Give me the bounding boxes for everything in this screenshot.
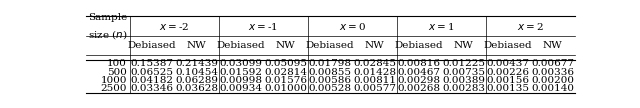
Text: 0.02814: 0.02814: [264, 68, 307, 76]
Text: $x = $0: $x = $0: [339, 21, 366, 32]
Text: 0.00577: 0.00577: [353, 84, 396, 93]
Text: 0.00677: 0.00677: [531, 59, 574, 68]
Text: 0.00298: 0.00298: [397, 76, 440, 85]
Text: 0.02845: 0.02845: [353, 59, 396, 68]
Text: $x = $1: $x = $1: [428, 21, 454, 32]
Text: 0.01428: 0.01428: [353, 68, 396, 76]
Text: $x = $2: $x = $2: [517, 21, 544, 32]
Text: 500: 500: [108, 68, 127, 76]
Text: 0.10454: 0.10454: [175, 68, 218, 76]
Text: 0.00528: 0.00528: [308, 84, 351, 93]
Text: Debiased: Debiased: [127, 41, 176, 50]
Text: 0.01798: 0.01798: [308, 59, 351, 68]
Text: 0.00389: 0.00389: [442, 76, 485, 85]
Text: 0.03099: 0.03099: [220, 59, 262, 68]
Text: 2500: 2500: [100, 84, 127, 93]
Text: Sample: Sample: [88, 14, 127, 22]
Text: 0.00816: 0.00816: [397, 59, 440, 68]
Text: NW: NW: [276, 41, 296, 50]
Text: Debiased: Debiased: [395, 41, 444, 50]
Text: 0.00855: 0.00855: [308, 68, 351, 76]
Text: 0.00268: 0.00268: [397, 84, 440, 93]
Text: 0.00586: 0.00586: [308, 76, 351, 85]
Text: 0.00226: 0.00226: [486, 68, 530, 76]
Text: 0.06289: 0.06289: [175, 76, 218, 85]
Text: 100: 100: [108, 59, 127, 68]
Text: 0.00811: 0.00811: [353, 76, 396, 85]
Text: 0.00135: 0.00135: [486, 84, 530, 93]
Text: 0.00437: 0.00437: [486, 59, 530, 68]
Text: 0.01592: 0.01592: [220, 68, 262, 76]
Text: NW: NW: [543, 41, 563, 50]
Text: 0.05095: 0.05095: [264, 59, 307, 68]
Text: NW: NW: [365, 41, 385, 50]
Text: 1000: 1000: [100, 76, 127, 85]
Text: 0.00735: 0.00735: [442, 68, 485, 76]
Text: 0.01000: 0.01000: [264, 84, 307, 93]
Text: 0.01576: 0.01576: [264, 76, 307, 85]
Text: 0.00998: 0.00998: [220, 76, 262, 85]
Text: 0.00467: 0.00467: [397, 68, 440, 76]
Text: 0.00934: 0.00934: [220, 84, 262, 93]
Text: 0.00140: 0.00140: [531, 84, 574, 93]
Text: 0.04182: 0.04182: [131, 76, 173, 85]
Text: 0.03628: 0.03628: [175, 84, 218, 93]
Text: 0.00283: 0.00283: [442, 84, 485, 93]
Text: Debiased: Debiased: [216, 41, 265, 50]
Text: NW: NW: [454, 41, 474, 50]
Text: 0.15387: 0.15387: [131, 59, 173, 68]
Text: $x = $-2: $x = $-2: [159, 21, 189, 32]
Text: 0.21439: 0.21439: [175, 59, 218, 68]
Text: NW: NW: [186, 41, 206, 50]
Text: Debiased: Debiased: [484, 41, 532, 50]
Text: $x = $-1: $x = $-1: [248, 21, 278, 32]
Text: size ($n$): size ($n$): [88, 28, 127, 41]
Text: 0.01225: 0.01225: [442, 59, 485, 68]
Text: 0.00200: 0.00200: [531, 76, 574, 85]
Text: 0.00156: 0.00156: [486, 76, 530, 85]
Text: 0.03346: 0.03346: [131, 84, 173, 93]
Text: 0.06525: 0.06525: [131, 68, 173, 76]
Text: Debiased: Debiased: [306, 41, 355, 50]
Text: 0.00336: 0.00336: [531, 68, 574, 76]
